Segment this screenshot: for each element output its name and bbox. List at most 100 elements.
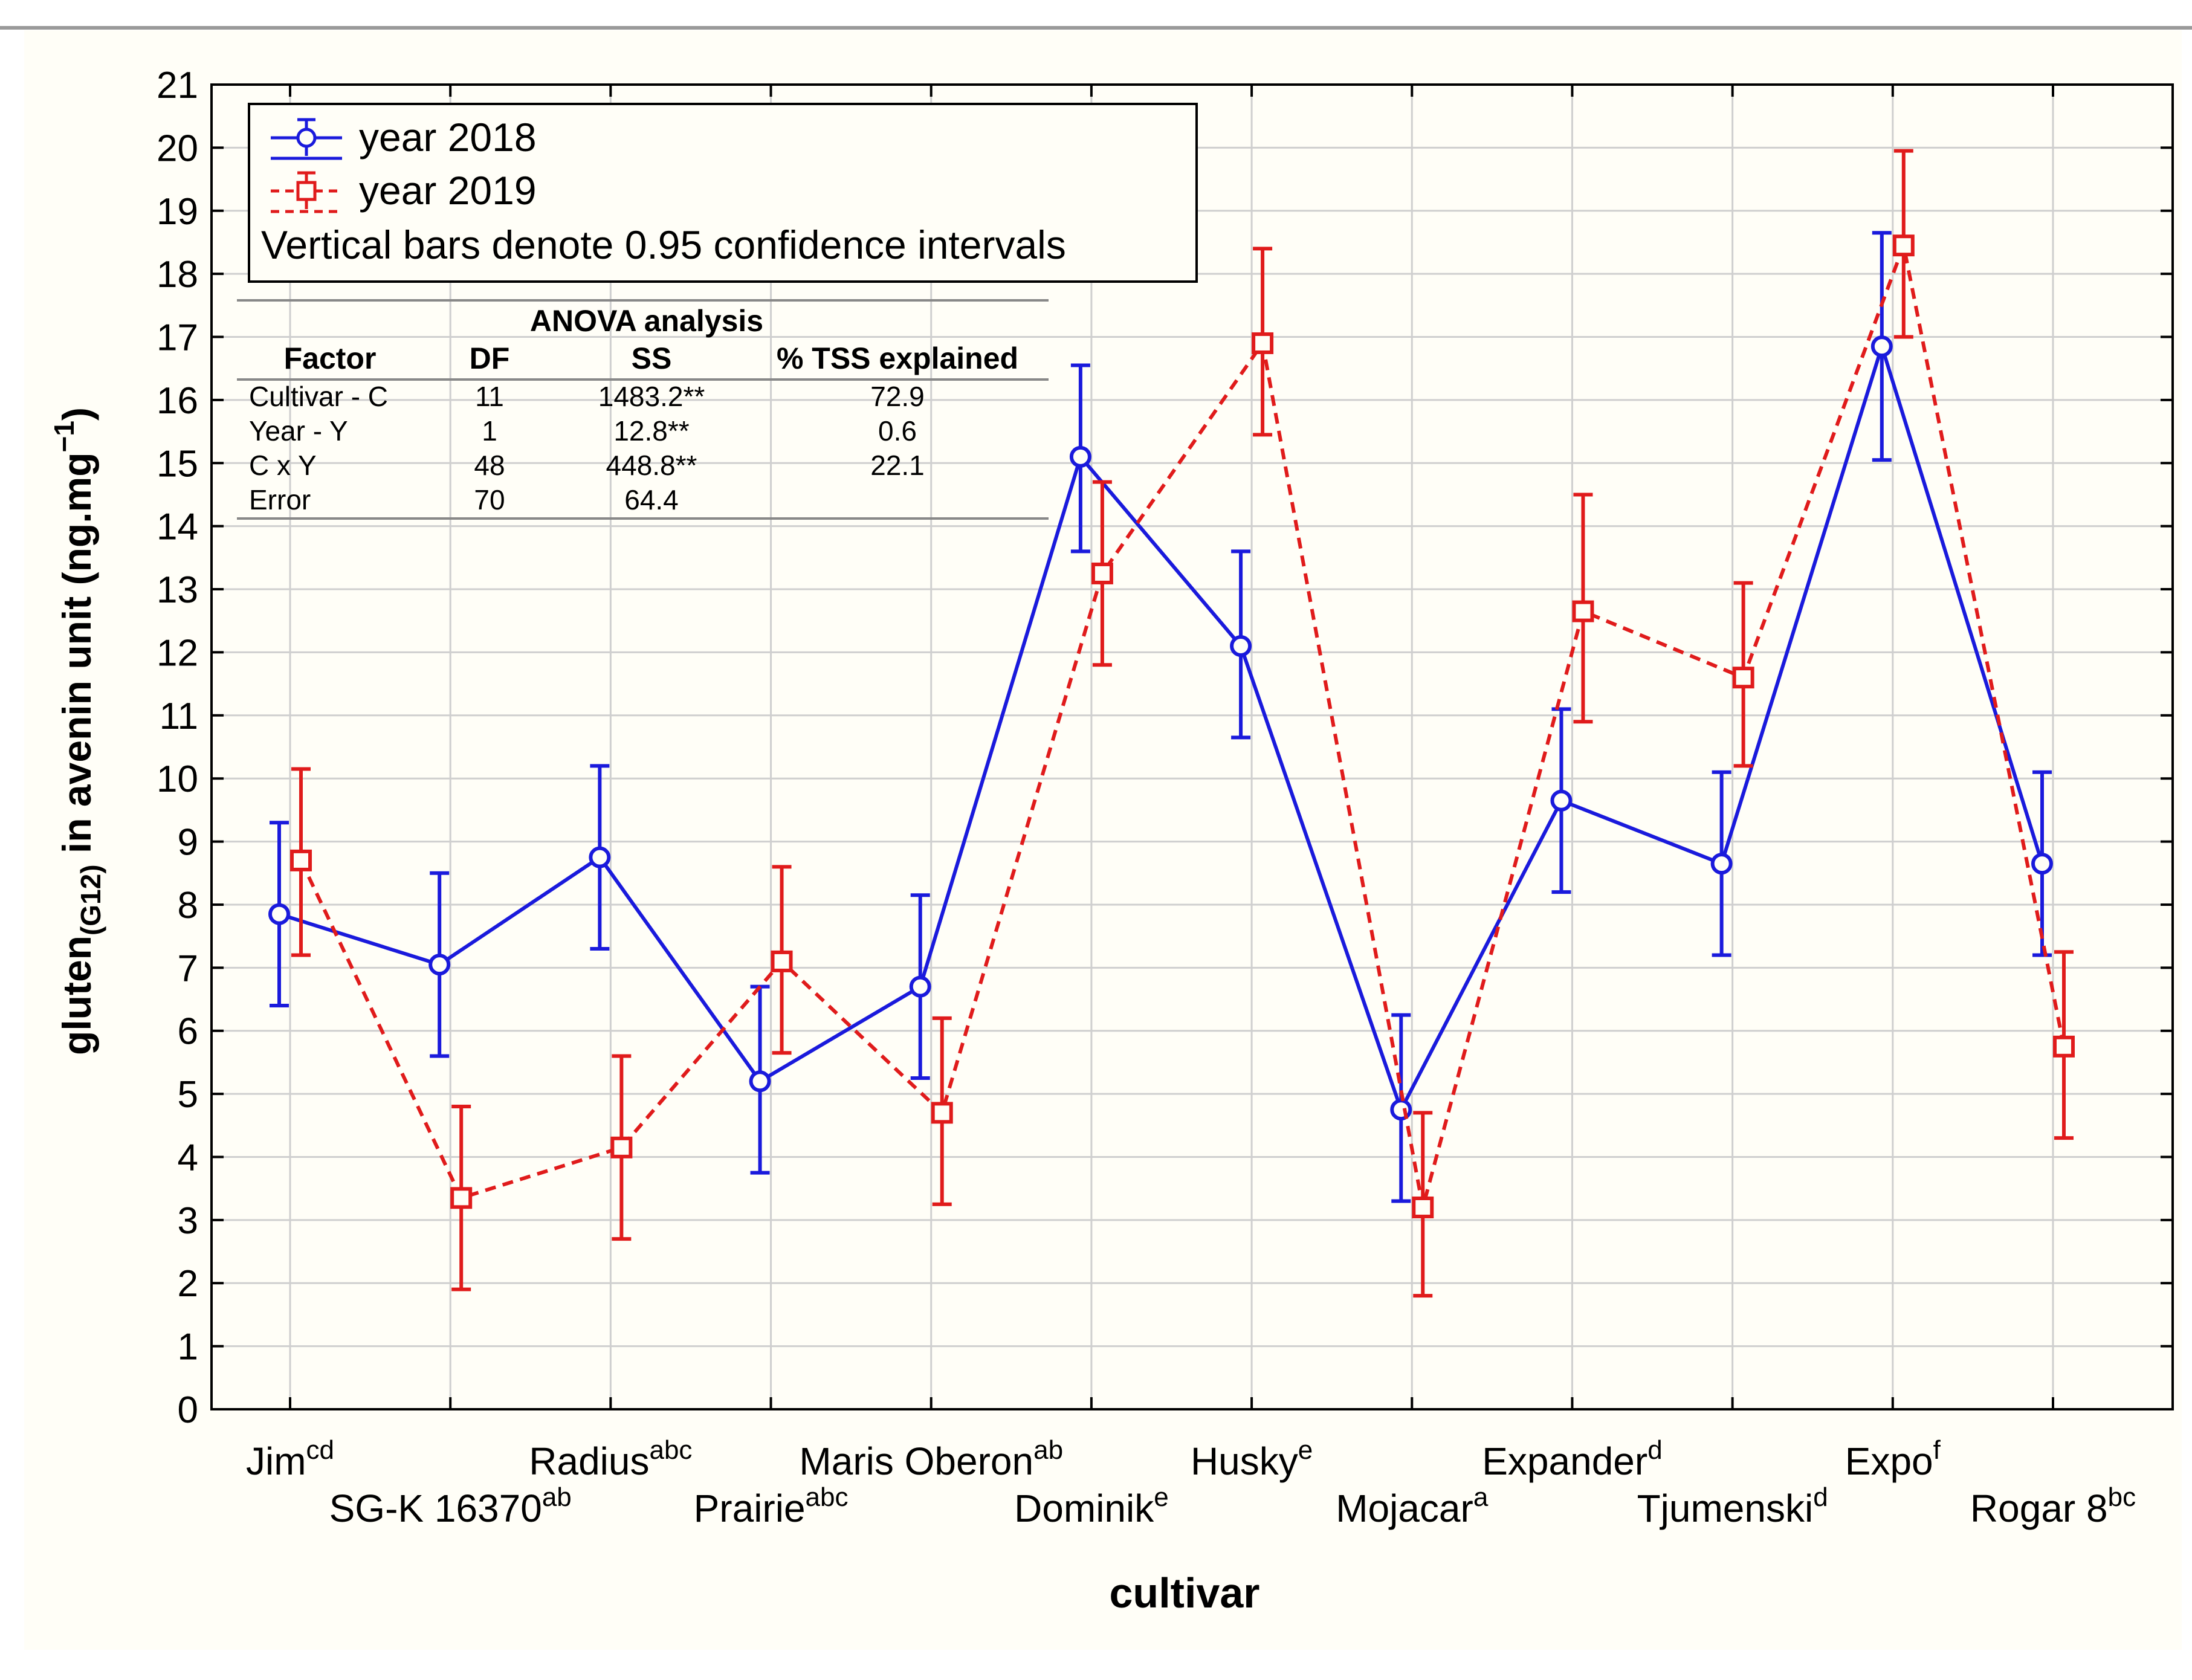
y-tick-label: 15: [157, 443, 198, 485]
x-tick-label-name: Maris Oberon: [799, 1439, 1033, 1483]
data-point: [931, 1102, 953, 1124]
data-point: [771, 950, 793, 972]
x-tick-label: Huskye: [1191, 1435, 1313, 1483]
x-tick-label: Prairieabc: [694, 1482, 849, 1530]
anova-header-df: DF: [470, 341, 510, 375]
data-point: [2053, 1035, 2075, 1058]
anova-header-factor: Factor: [284, 341, 377, 375]
y-tick-label: 18: [157, 254, 198, 296]
anova-header-ss: SS: [632, 341, 672, 375]
data-point: [1069, 445, 1091, 468]
anova-rows: Cultivar - C 11 1483.2** 72.9 Year - Y 1 12.8*…: [249, 381, 925, 515]
legend-note: Vertical bars denote 0.95 confidence int…: [261, 222, 1066, 267]
data-point: [290, 849, 312, 871]
x-tick-label-superscript: abc: [806, 1482, 849, 1512]
x-tick-label-superscript: ab: [1033, 1435, 1063, 1465]
anova-row: Error 70 64.4: [249, 484, 679, 515]
anova-row: Cultivar - C 11 1483.2** 72.9: [249, 381, 925, 412]
data-point: [909, 975, 931, 998]
x-tick-label-superscript: e: [1298, 1435, 1313, 1465]
x-tick-label-name: Expander: [1482, 1439, 1647, 1483]
anova-cell: Cultivar - C: [249, 381, 388, 412]
data-point: [1252, 332, 1274, 354]
data-point: [1892, 234, 1915, 257]
anova-cell: 12.8**: [613, 415, 689, 447]
x-tick-label-name: Expo: [1845, 1439, 1933, 1483]
plot-area-frame: [210, 83, 2174, 1410]
y-tick-label: 17: [157, 317, 198, 359]
data-point: [1572, 600, 1594, 622]
data-point: [589, 846, 611, 868]
y-tick-label: 11: [160, 696, 198, 737]
anova-row: Year - Y 1 12.8** 0.6: [249, 415, 917, 447]
anova-cell: 11: [475, 381, 504, 412]
x-tick-label-superscript: d: [1813, 1482, 1828, 1512]
y-tick-label: 0: [178, 1389, 198, 1431]
anova-cell: 70: [474, 484, 505, 515]
anova-cell: 48: [474, 450, 505, 481]
y-tick-label: 20: [157, 128, 198, 169]
y-tick-label: 21: [157, 65, 198, 106]
anova-cell: C x Y: [249, 450, 317, 481]
y-axis-title-sub: (G12): [75, 864, 106, 935]
y-tick-label: 5: [178, 1074, 198, 1116]
anova-header-tss: % TSS explained: [777, 341, 1018, 375]
data-point: [2031, 853, 2053, 875]
data-point: [1710, 853, 1733, 875]
y-tick-label: 8: [178, 885, 198, 926]
y-tick-label: 16: [157, 380, 198, 422]
x-tick-label: Dominike: [1014, 1482, 1169, 1530]
anova-cell: 1: [482, 415, 497, 447]
data-point: [1550, 789, 1573, 812]
data-point: [610, 1136, 633, 1158]
data-point: [749, 1070, 771, 1093]
x-tick-label-name: Dominik: [1014, 1487, 1154, 1530]
series-layer: [268, 149, 2075, 1298]
y-tick-label: 7: [178, 948, 198, 989]
series-line: [299, 239, 2066, 1208]
y-tick-label: 9: [178, 822, 198, 864]
x-tick-label-name: Husky: [1191, 1439, 1298, 1483]
x-tick-label-superscript: e: [1154, 1482, 1168, 1512]
anova-table: ANOVA analysis Factor DF SS % TSS explai…: [237, 299, 1049, 520]
x-tick-label: Tjumenskid: [1637, 1482, 1828, 1530]
data-point: [1870, 335, 1893, 358]
data-point: [1412, 1196, 1434, 1218]
legend-marker-2018: [296, 128, 317, 148]
x-tick-label-name: Mojacar: [1336, 1487, 1473, 1530]
data-point: [1091, 562, 1113, 584]
x-tick-label: Expanderd: [1482, 1435, 1662, 1483]
y-axis-title-sup: −1: [48, 421, 80, 452]
anova-cell: 22.1: [870, 450, 925, 481]
legend-marker-2019: [296, 181, 317, 201]
y-axis-title-rest: in avenin unit (ng.mg: [54, 452, 99, 864]
y-axis-title-end: ): [54, 407, 99, 421]
x-tick-label-superscript: d: [1647, 1435, 1662, 1465]
anova-cell: 72.9: [870, 381, 925, 412]
x-tick-label-superscript: f: [1933, 1435, 1941, 1465]
series-line: [279, 340, 2044, 1114]
legend-label-2018: year 2018: [359, 115, 537, 160]
x-tick-label: SG-K 16370ab: [329, 1482, 572, 1530]
anova-cell: 448.8**: [606, 450, 697, 481]
x-tick-label-name: Tjumenski: [1637, 1487, 1814, 1530]
y-tick-label: 2: [178, 1263, 198, 1305]
y-tick-label: 10: [157, 758, 198, 800]
series-year-2019: [290, 149, 2075, 1298]
x-tick-label-superscript: a: [1473, 1482, 1489, 1512]
x-tick-label: Expof: [1845, 1435, 1941, 1483]
anova-cell: 64.4: [624, 484, 679, 515]
y-tick-label: 13: [157, 569, 198, 611]
y-tick-label: 3: [178, 1200, 198, 1242]
anova-cell: Year - Y: [249, 415, 348, 447]
legend: year 2018 year 2019 Vertical bars denote…: [248, 103, 1198, 283]
y-tick-label: 6: [178, 1011, 198, 1053]
legend-label-2019: year 2019: [359, 168, 537, 213]
data-point: [428, 954, 451, 976]
y-tick-label: 12: [157, 632, 198, 674]
x-axis-title: cultivar: [1110, 1569, 1260, 1617]
anova-cell: 1483.2**: [598, 381, 705, 412]
